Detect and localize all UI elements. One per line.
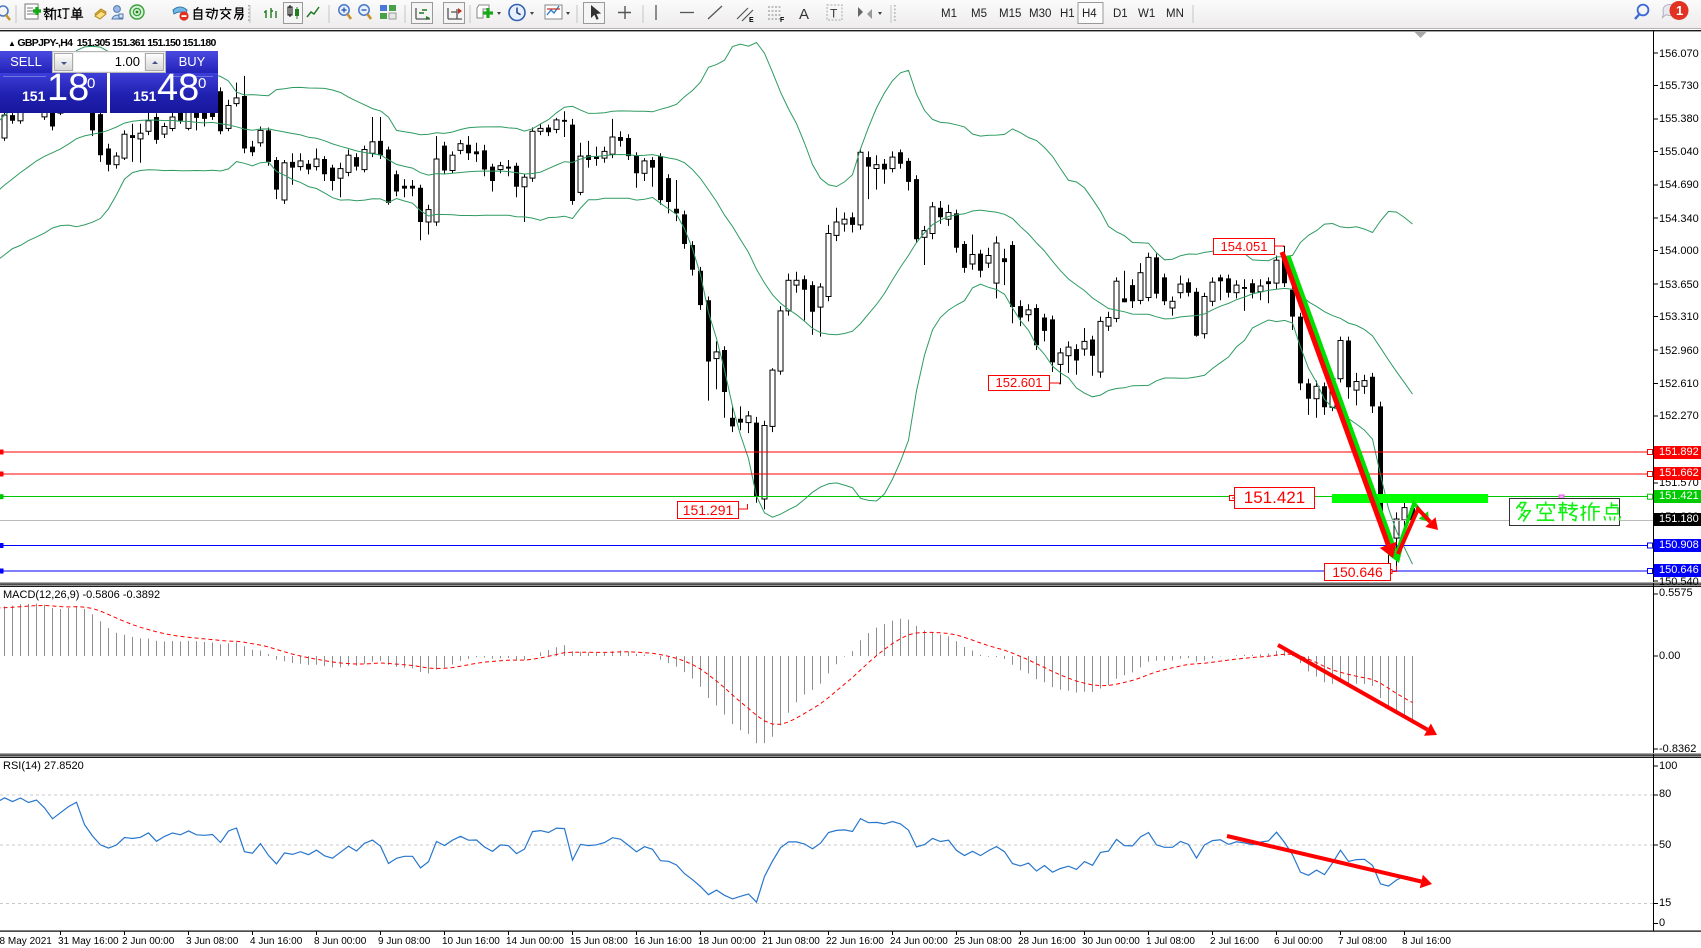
- svg-text:T: T: [830, 7, 838, 21]
- svg-text:M5: M5: [971, 8, 987, 20]
- svg-text:W1: W1: [1138, 8, 1155, 20]
- svg-text:M30: M30: [1029, 8, 1051, 20]
- svg-text:M1: M1: [941, 8, 957, 20]
- svg-text:E: E: [749, 17, 754, 24]
- svg-text:F: F: [780, 17, 785, 24]
- svg-text:A: A: [799, 6, 809, 23]
- svg-text:1: 1: [1676, 3, 1683, 18]
- svg-text:D1: D1: [1113, 8, 1128, 20]
- svg-text:H1: H1: [1060, 8, 1075, 20]
- svg-text:H4: H4: [1082, 8, 1097, 20]
- svg-text:MN: MN: [1166, 8, 1184, 20]
- svg-text:M15: M15: [999, 8, 1021, 20]
